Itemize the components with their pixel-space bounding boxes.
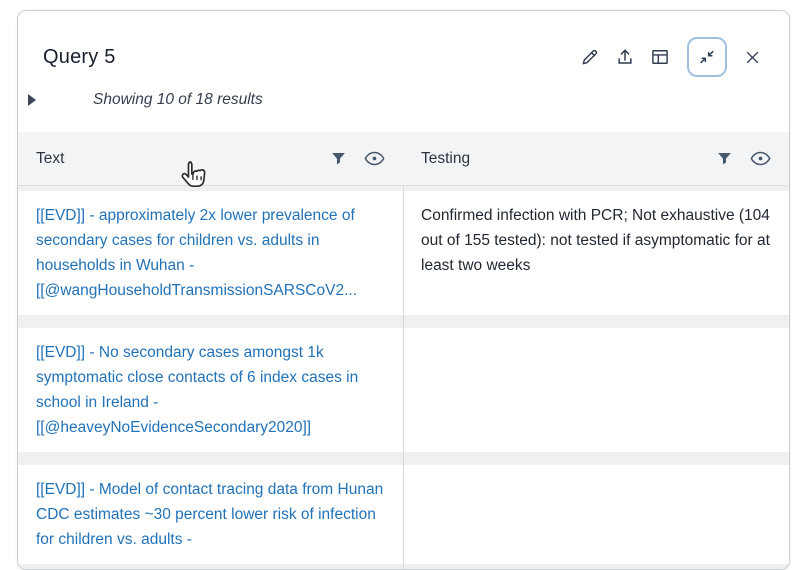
column-divider bbox=[403, 186, 404, 569]
column-label: Testing bbox=[421, 149, 471, 167]
export-button[interactable] bbox=[615, 47, 635, 67]
table-view-button[interactable] bbox=[650, 47, 670, 67]
upload-icon bbox=[615, 47, 635, 67]
table-layout-icon bbox=[650, 47, 670, 67]
table-header: Text Testing bbox=[18, 132, 789, 186]
results-summary-row: Showing 10 of 18 results bbox=[18, 89, 789, 111]
page-title: Query 5 bbox=[43, 45, 116, 68]
edit-button[interactable] bbox=[580, 47, 600, 67]
eye-icon[interactable] bbox=[364, 151, 385, 166]
column-header-testing: Testing bbox=[403, 132, 789, 185]
eye-icon[interactable] bbox=[750, 151, 771, 166]
filter-icon[interactable] bbox=[330, 150, 347, 167]
column-header-text: Text bbox=[18, 132, 403, 185]
column-controls bbox=[716, 150, 771, 167]
results-table: Text Testing bbox=[18, 132, 789, 569]
testing-cell bbox=[403, 328, 789, 452]
collapse-icon bbox=[697, 47, 717, 67]
close-icon bbox=[744, 49, 761, 66]
column-controls bbox=[330, 150, 385, 167]
filter-icon[interactable] bbox=[716, 150, 733, 167]
query-results-panel: Query 5 bbox=[17, 10, 790, 570]
panel-header: Query 5 bbox=[18, 11, 789, 79]
close-button[interactable] bbox=[744, 49, 761, 66]
collapse-button[interactable] bbox=[687, 37, 727, 77]
toolbar bbox=[580, 37, 761, 77]
column-label: Text bbox=[36, 149, 65, 167]
table-body: [[EVD]] - approximately 2x lower prevale… bbox=[18, 186, 789, 569]
text-cell-link[interactable]: [[EVD]] - No secondary cases amongst 1k … bbox=[36, 344, 359, 436]
testing-cell bbox=[403, 465, 789, 564]
results-summary: Showing 10 of 18 results bbox=[93, 91, 263, 108]
text-cell-link[interactable]: [[EVD]] - approximately 2x lower prevale… bbox=[36, 207, 357, 299]
expand-triangle-icon[interactable] bbox=[28, 94, 36, 106]
pencil-icon bbox=[580, 47, 600, 67]
testing-cell: Confirmed infection with PCR; Not exhaus… bbox=[421, 207, 770, 274]
text-cell-link[interactable]: [[EVD]] - Model of contact tracing data … bbox=[36, 481, 384, 548]
